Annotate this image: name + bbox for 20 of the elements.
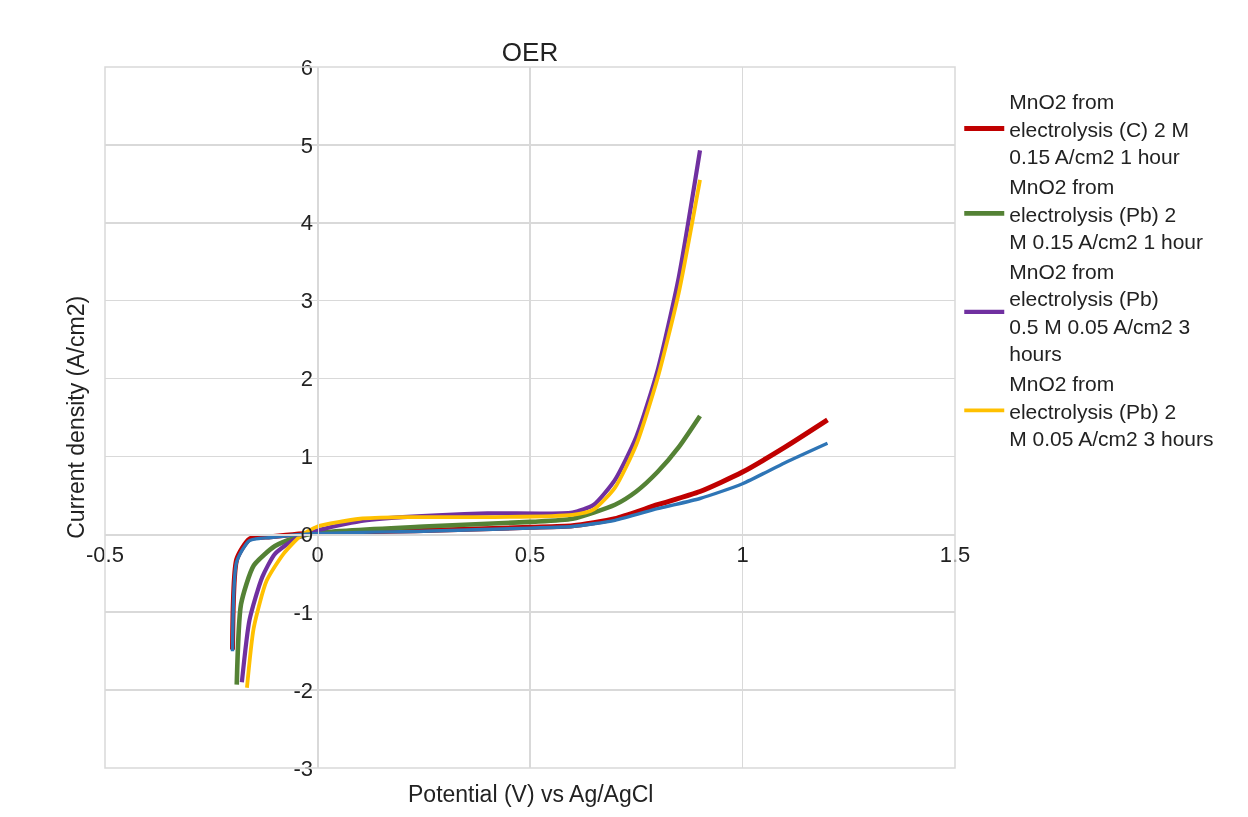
y-tick-label: -1 bbox=[293, 599, 314, 625]
x-tick-label: 1.5 bbox=[939, 542, 971, 568]
y-tick-label: 4 bbox=[300, 210, 314, 236]
y-tick-label: 6 bbox=[300, 54, 314, 80]
legend-label: MnO2 from electrolysis (Pb) 0.5 M 0.05 A/cm2 3 hours bbox=[1009, 260, 1191, 366]
legend-label: MnO2 from electrolysis (Pb) 2 M 0.05 A/cm2 3 hours bbox=[1009, 372, 1214, 450]
y-tick-label: -2 bbox=[293, 677, 314, 703]
y-tick-label: 1 bbox=[300, 444, 314, 470]
x-tick-label: 1 bbox=[736, 542, 749, 568]
y-tick-label: 5 bbox=[300, 132, 314, 158]
x-axis-title: Potential (V) vs Ag/AgCl bbox=[408, 781, 654, 807]
chart-title: OER bbox=[501, 37, 559, 68]
y-tick-label: -3 bbox=[293, 755, 314, 781]
x-tick-label: -0.5 bbox=[86, 542, 124, 568]
x-tick-label: 0.5 bbox=[514, 542, 546, 568]
legend-label: MnO2 from electrolysis (Pb) 2 M 0.15 A/cm2 1 hour bbox=[1009, 175, 1204, 253]
legend-label: MnO2 from electrolysis (C) 2 M 0.15 A/cm2 1 hour bbox=[1009, 90, 1189, 168]
y-tick-label: 2 bbox=[300, 366, 314, 392]
y-tick-label: 3 bbox=[300, 288, 314, 314]
y-axis-title: Current density (A/cm2) bbox=[62, 295, 89, 539]
